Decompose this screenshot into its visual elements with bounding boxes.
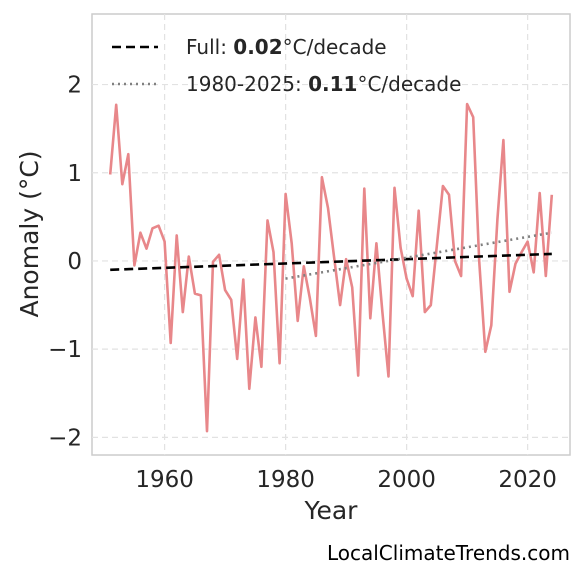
series-group — [108, 102, 554, 433]
y-tick-label: 2 — [67, 73, 82, 99]
x-tick-label: 1980 — [256, 467, 315, 493]
legend: Full: 0.02°C/decade 1980-2025: 0.11°C/de… — [112, 35, 461, 96]
legend-label-recent: 1980-2025: 0.11°C/decade — [186, 72, 461, 96]
y-tick-label: −1 — [48, 337, 82, 363]
x-tick-label: 1960 — [135, 467, 194, 493]
legend-label-full: Full: 0.02°C/decade — [186, 35, 387, 59]
anomaly-series-line — [108, 102, 554, 433]
full-trend-line — [110, 252, 552, 272]
x-tick-label: 2020 — [498, 467, 557, 493]
tick-labels: 1960 1980 2000 2020 −2 −1 0 1 2 — [48, 73, 557, 493]
x-tick-label: 2000 — [377, 467, 436, 493]
y-tick-label: 0 — [67, 249, 82, 275]
credit-text: LocalClimateTrends.com — [327, 541, 570, 565]
y-axis-label: Anomaly (°C) — [15, 150, 44, 317]
grid — [92, 14, 570, 455]
y-tick-label: 1 — [67, 161, 82, 187]
x-axis-label: Year — [304, 496, 359, 525]
y-tick-label: −2 — [48, 425, 82, 451]
